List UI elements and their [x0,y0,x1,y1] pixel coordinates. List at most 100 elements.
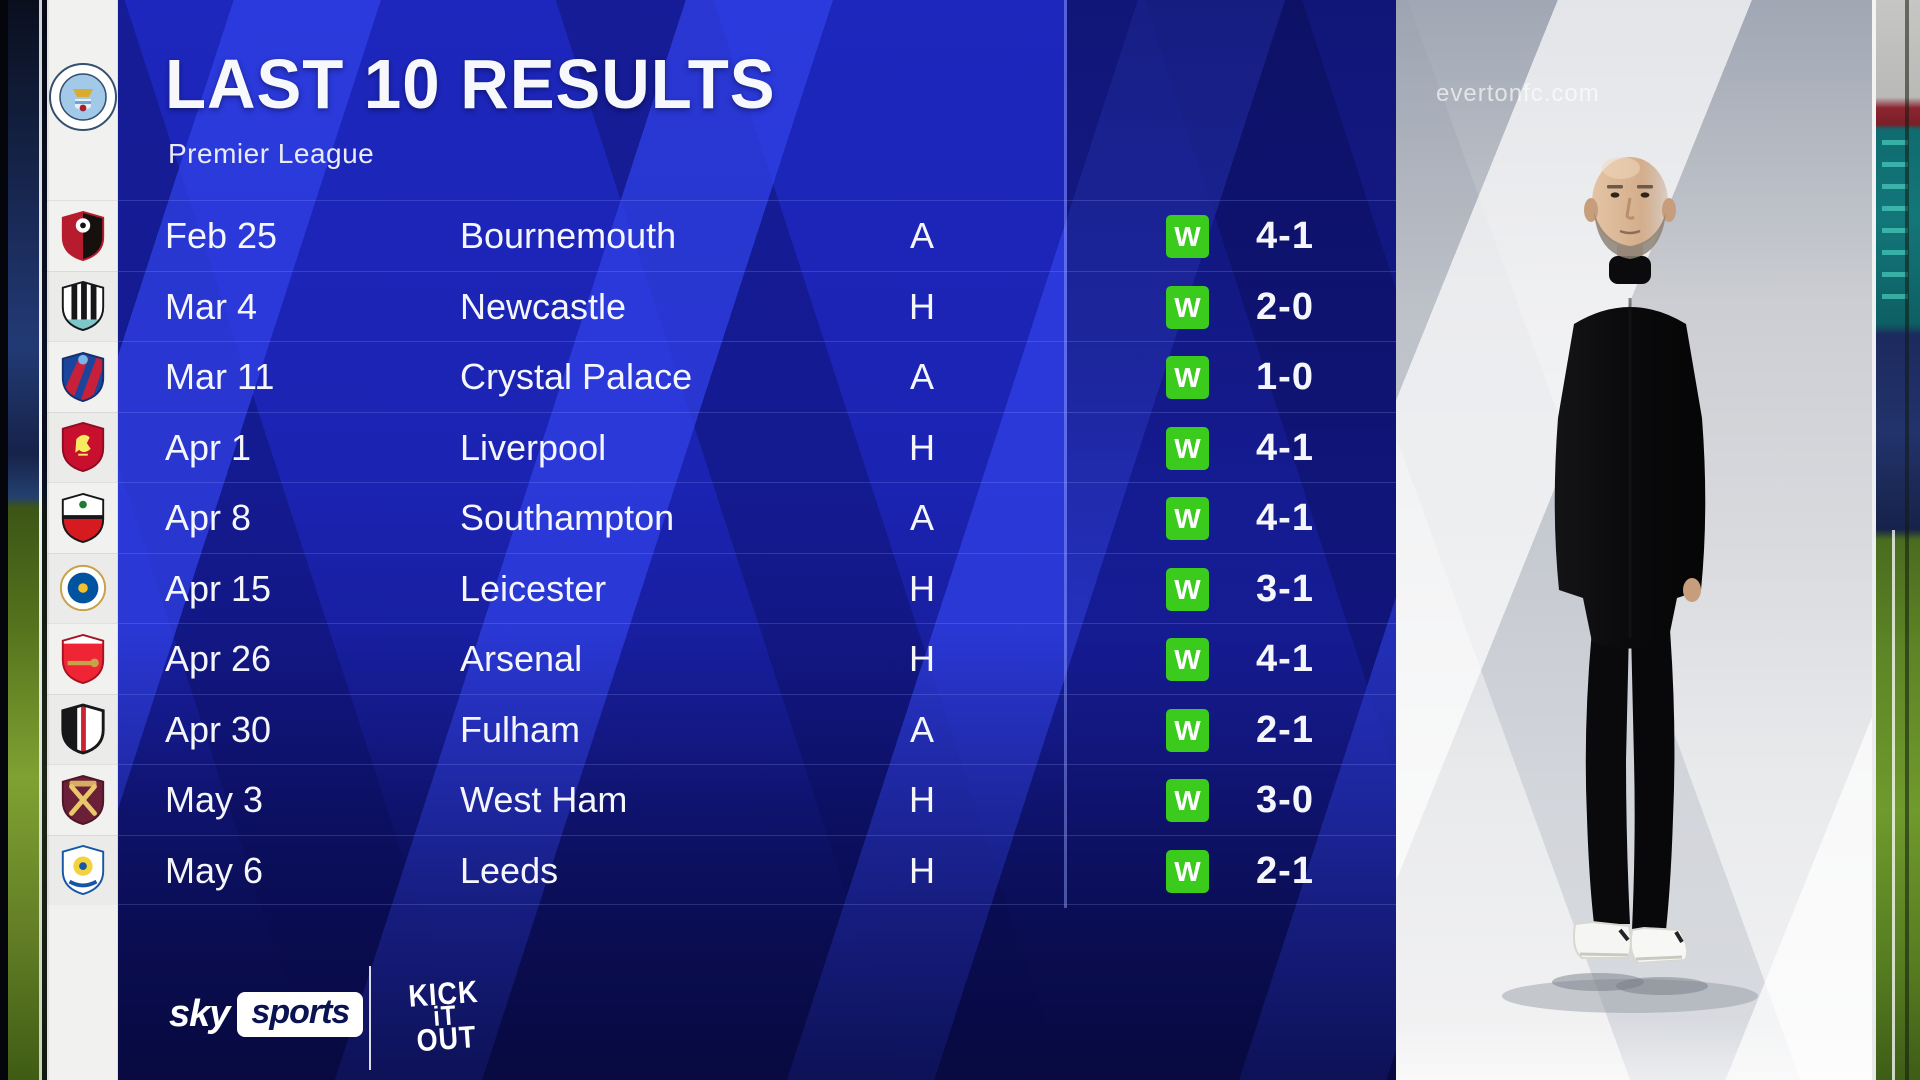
result-date: Apr 1 [165,426,252,468]
result-date: Feb 25 [165,215,278,256]
opponent-crest-southampton [47,482,118,553]
opponent-crest-leicester [47,552,118,624]
opponent-crest-westham [47,764,118,835]
result-score: 4-1 [1256,497,1314,539]
team-crest-column [47,0,118,1080]
result-date: May 3 [165,779,264,820]
frame-shadow-line [1905,0,1909,1080]
result-date: Apr 8 [165,497,252,538]
result-outcome-badge: W [1166,638,1209,681]
manager-photo-panel: evertonfc.com [1396,0,1872,1080]
kick-it-out-logo: KICK iT OUT [393,965,498,1070]
result-venue: A [909,356,934,397]
result-date: May 6 [165,849,264,891]
background-video-right-edge [1872,0,1920,1080]
result-venue: A [909,497,934,538]
result-row: Mar 4 Newcastle H W 2-0 [118,270,1396,342]
frame-highlight-line [39,0,42,1080]
result-outcome-badge: W [1166,779,1209,822]
result-date: Apr 15 [165,567,272,609]
opponent-crest-bournemouth [47,200,118,271]
result-score: 4-1 [1256,215,1314,257]
logo-separator-line [369,966,371,1070]
result-row: Apr 1 Liverpool H W 4-1 [118,411,1396,483]
opponent-crest-newcastle [47,270,118,342]
result-row: Apr 8 Southampton A W 4-1 [118,482,1396,553]
result-opponent: Arsenal [460,638,583,679]
result-opponent: Bournemouth [460,215,677,256]
pep-guardiola-photo [1502,157,1758,1013]
result-date: Apr 26 [165,638,272,679]
result-venue: A [909,215,934,256]
result-row: May 3 West Ham H W 3-0 [118,764,1396,835]
result-opponent: Leicester [460,567,607,609]
result-outcome-badge: W [1166,849,1209,893]
result-venue: A [909,708,934,750]
result-venue: H [909,849,935,891]
result-outcome-badge: W [1166,215,1209,258]
result-venue: H [909,638,935,679]
result-score: 2-0 [1256,285,1314,328]
background-video-left-edge [0,0,47,1080]
page-title: LAST 10 RESULTS [165,45,776,123]
opponent-crest-crystalpalace [47,341,118,412]
result-opponent: Liverpool [460,426,607,468]
result-row: Apr 15 Leicester H W 3-1 [118,552,1396,624]
result-row: Apr 30 Fulham A W 2-1 [118,693,1396,765]
result-date: Mar 4 [165,285,258,327]
footer-logos: sky sports KICK iT OUT [118,960,1396,1080]
opponent-crest-fulham [47,693,118,765]
result-score: 3-1 [1256,567,1314,610]
result-row: May 6 Leeds H W 2-1 [118,834,1396,905]
panel-bottom-shading [118,0,1396,1080]
result-outcome-badge: W [1166,708,1209,752]
opponent-crest-leeds [47,834,118,906]
result-row: Mar 11 Crystal Palace A W 1-0 [118,341,1396,412]
result-venue: H [909,426,935,468]
result-opponent: Southampton [460,497,675,538]
result-outcome-badge: W [1166,426,1209,470]
sports-logo-text: sports [251,993,350,1031]
result-outcome-badge: W [1166,285,1209,329]
results-table: Feb 25 Bournemouth A W 4-1 Mar 4 Newcast… [118,200,1396,905]
result-date: Mar 11 [165,356,275,397]
opponent-crest-liverpool [47,411,118,483]
manchester-city-crest [48,63,117,131]
frame-shadow-line [42,0,47,1080]
result-score: 4-1 [1256,426,1314,469]
result-date: Apr 30 [165,708,272,750]
sky-sports-logo: sky sports [169,992,364,1037]
kick-it-out-line3: OUT [415,1019,478,1058]
result-venue: H [909,285,935,327]
frame-highlight-line [1872,0,1876,1080]
opponent-crest-arsenal [47,623,118,694]
pitch-line [1892,530,1895,1080]
result-row: Feb 25 Bournemouth A W 4-1 [118,200,1396,271]
scoreboard-glimpse [1882,140,1908,310]
sky-sports-badge: sports [237,992,364,1037]
stadium-watermark: evertonfc.com [1436,80,1600,107]
result-score: 2-1 [1256,708,1314,751]
result-score: 2-1 [1256,849,1314,892]
result-outcome-badge: W [1166,356,1209,399]
result-venue: H [909,779,935,820]
results-panel: LAST 10 RESULTS Premier League Feb 25 Bo… [118,0,1396,1080]
result-outcome-badge: W [1166,567,1209,611]
result-opponent: Fulham [460,708,581,750]
result-opponent: West Ham [460,779,628,820]
result-score: 1-0 [1256,356,1314,398]
opponent-crest-list [47,200,118,905]
sky-logo-text: sky [169,993,230,1035]
result-opponent: Leeds [460,849,559,891]
result-outcome-badge: W [1166,497,1209,540]
score-column-divider [1064,0,1067,908]
result-score: 4-1 [1256,638,1314,680]
result-score: 3-0 [1256,779,1314,821]
result-opponent: Crystal Palace [460,356,693,397]
result-opponent: Newcastle [460,285,627,327]
result-venue: H [909,567,935,609]
floor-reflection [1396,1020,1872,1080]
page-subtitle: Premier League [168,138,375,169]
result-row: Apr 26 Arsenal H W 4-1 [118,623,1396,694]
